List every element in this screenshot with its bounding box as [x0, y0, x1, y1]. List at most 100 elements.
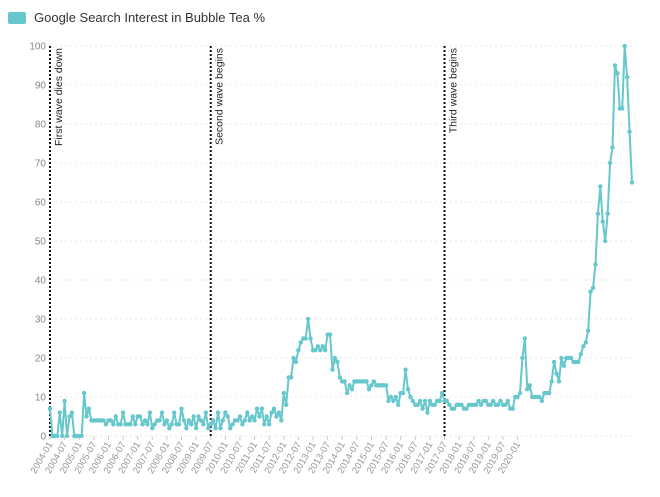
data-point[interactable] — [108, 418, 114, 423]
data-point[interactable] — [386, 398, 391, 404]
data-point[interactable] — [308, 336, 313, 341]
data-point[interactable] — [547, 390, 552, 396]
data-point[interactable] — [335, 359, 340, 365]
data-point[interactable] — [539, 398, 545, 404]
data-point[interactable] — [140, 422, 145, 427]
data-point[interactable] — [196, 414, 201, 419]
data-point[interactable] — [164, 418, 170, 423]
data-point[interactable] — [288, 375, 294, 380]
data-point[interactable] — [257, 414, 262, 419]
data-point[interactable] — [488, 402, 493, 407]
data-point[interactable] — [610, 145, 615, 150]
data-point[interactable] — [410, 398, 416, 404]
data-point[interactable] — [420, 406, 425, 411]
data-point[interactable] — [400, 390, 406, 396]
data-point[interactable] — [327, 332, 333, 337]
data-point[interactable] — [249, 414, 255, 419]
data-point[interactable] — [437, 398, 442, 404]
data-point[interactable] — [262, 422, 267, 427]
data-point[interactable] — [133, 422, 138, 427]
data-point[interactable] — [176, 422, 182, 427]
data-point[interactable] — [520, 355, 525, 361]
data-point[interactable] — [622, 43, 627, 49]
data-point[interactable] — [320, 344, 325, 349]
data-point[interactable] — [296, 348, 301, 353]
data-point[interactable] — [86, 406, 92, 411]
data-point[interactable] — [279, 418, 284, 423]
data-point[interactable] — [527, 383, 532, 388]
data-point[interactable] — [242, 418, 248, 423]
data-point[interactable] — [193, 426, 199, 431]
data-point[interactable] — [291, 355, 296, 361]
data-point[interactable] — [254, 406, 260, 411]
data-point[interactable] — [598, 184, 603, 189]
data-point[interactable] — [588, 289, 593, 294]
data-point[interactable] — [152, 422, 157, 427]
data-point[interactable] — [47, 406, 53, 411]
data-point[interactable] — [344, 390, 350, 396]
data-point[interactable] — [396, 402, 401, 407]
data-point[interactable] — [503, 402, 508, 407]
data-point[interactable] — [64, 433, 70, 439]
data-point[interactable] — [607, 160, 613, 166]
data-point[interactable] — [391, 398, 396, 404]
data-point[interactable] — [218, 426, 223, 431]
data-point[interactable] — [245, 410, 250, 415]
data-point[interactable] — [206, 426, 211, 431]
data-point[interactable] — [147, 410, 153, 415]
data-point[interactable] — [298, 340, 304, 345]
data-point[interactable] — [191, 414, 196, 419]
data-point[interactable] — [62, 398, 67, 404]
data-point[interactable] — [495, 402, 501, 407]
data-point[interactable] — [157, 418, 162, 423]
data-point[interactable] — [120, 410, 126, 415]
data-point[interactable] — [81, 390, 87, 396]
data-point[interactable] — [315, 344, 321, 349]
data-point[interactable] — [79, 433, 84, 439]
data-point[interactable] — [405, 387, 411, 392]
data-point[interactable] — [578, 351, 584, 357]
data-point[interactable] — [318, 348, 323, 353]
data-point[interactable] — [603, 238, 608, 244]
data-point[interactable] — [522, 336, 528, 341]
data-point[interactable] — [220, 418, 226, 423]
data-point[interactable] — [593, 262, 598, 267]
legend[interactable]: Google Search Interest in Bubble Tea % — [8, 10, 265, 25]
data-point[interactable] — [179, 406, 184, 411]
data-point[interactable] — [447, 402, 452, 407]
data-point[interactable] — [235, 418, 240, 423]
data-point[interactable] — [293, 359, 299, 365]
data-point[interactable] — [369, 383, 374, 388]
data-point[interactable] — [313, 348, 318, 353]
data-point[interactable] — [57, 410, 62, 415]
data-point[interactable] — [150, 426, 155, 431]
data-point[interactable] — [274, 414, 279, 419]
data-point[interactable] — [128, 422, 133, 427]
data-point[interactable] — [585, 328, 591, 333]
data-point[interactable] — [403, 367, 408, 372]
data-point[interactable] — [230, 422, 235, 427]
data-point[interactable] — [388, 394, 394, 400]
data-point[interactable] — [583, 340, 588, 345]
data-point[interactable] — [444, 398, 450, 404]
data-point[interactable] — [627, 129, 632, 134]
data-point[interactable] — [240, 422, 245, 427]
data-point[interactable] — [595, 211, 601, 216]
data-point[interactable] — [269, 410, 274, 415]
data-point[interactable] — [276, 410, 282, 415]
data-point[interactable] — [478, 402, 484, 407]
data-point[interactable] — [171, 410, 177, 415]
data-point[interactable] — [198, 418, 204, 423]
data-point[interactable] — [159, 410, 165, 415]
data-point[interactable] — [483, 398, 489, 404]
data-point[interactable] — [417, 398, 423, 404]
data-point[interactable] — [364, 379, 369, 384]
data-point[interactable] — [490, 398, 496, 404]
data-point[interactable] — [213, 426, 218, 431]
data-point[interactable] — [551, 359, 557, 365]
data-point[interactable] — [342, 379, 347, 384]
data-point[interactable] — [498, 398, 503, 404]
data-point[interactable] — [184, 426, 189, 431]
data-point[interactable] — [264, 414, 269, 419]
data-point[interactable] — [271, 406, 277, 411]
